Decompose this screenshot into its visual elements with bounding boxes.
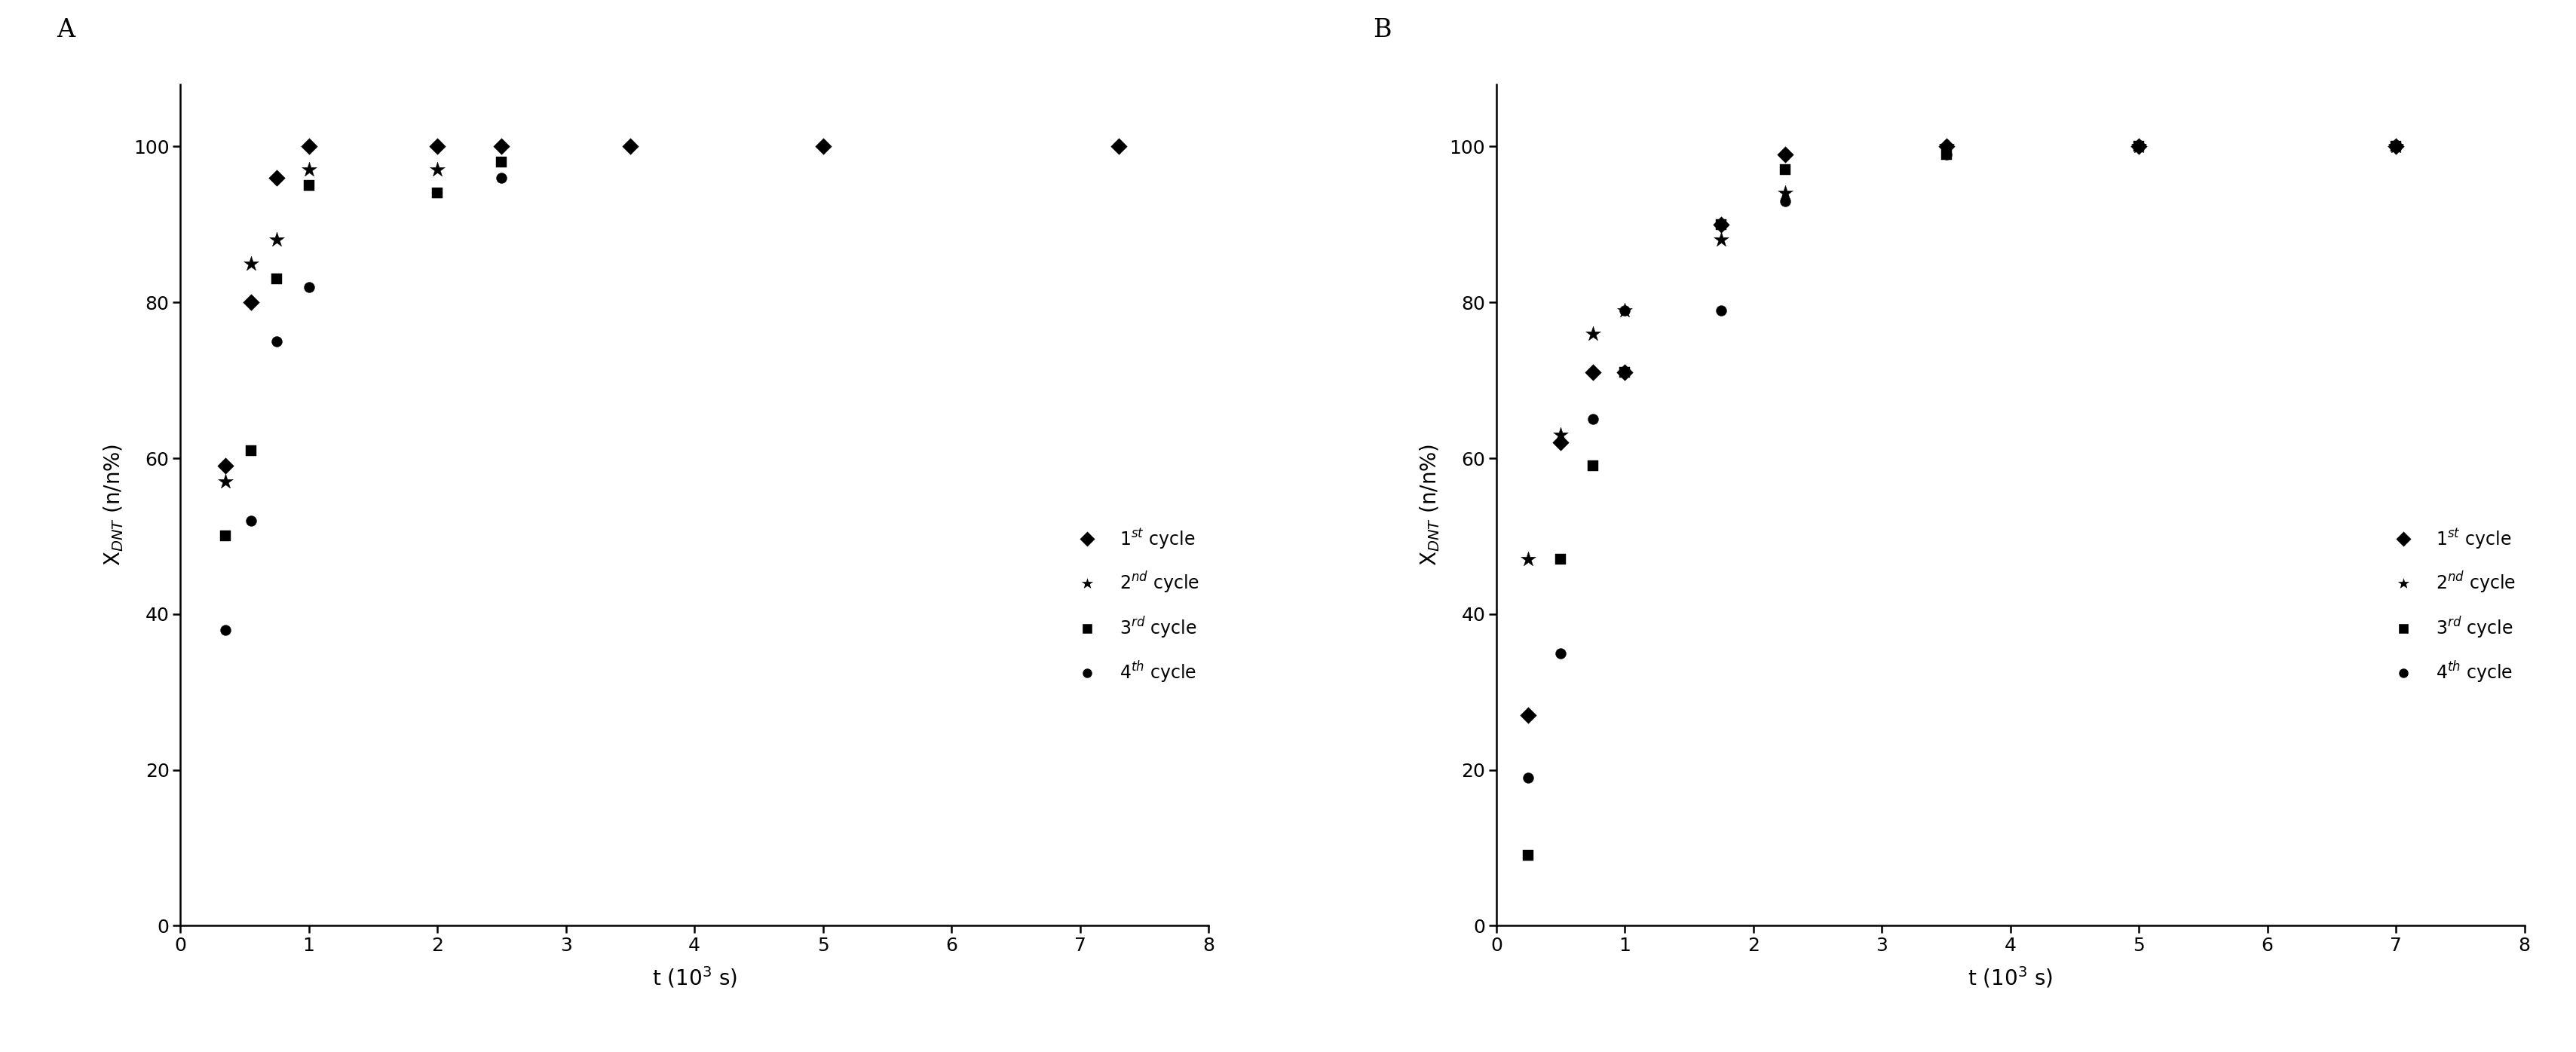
Legend: 1$^{st}$ cycle, 2$^{nd}$ cycle, 3$^{rd}$ cycle, 4$^{th}$ cycle: 1$^{st}$ cycle, 2$^{nd}$ cycle, 3$^{rd}$…: [1069, 527, 1200, 685]
Point: [255, 169, 296, 186]
Point: [1571, 364, 1613, 381]
Point: [2375, 138, 2416, 155]
Point: [2375, 138, 2416, 155]
Point: [1507, 707, 1548, 724]
Point: [289, 279, 330, 296]
Point: [1540, 645, 1582, 662]
Point: [204, 458, 245, 474]
Point: [229, 442, 270, 459]
Point: [482, 138, 523, 155]
Point: [1507, 551, 1548, 568]
Text: A: A: [57, 18, 75, 42]
Point: [1765, 185, 1806, 202]
Point: [801, 138, 842, 155]
Point: [1605, 302, 1646, 319]
Point: [1540, 551, 1582, 568]
Point: [1924, 146, 1965, 163]
Point: [1097, 138, 1139, 155]
Point: [1765, 161, 1806, 178]
Point: [255, 332, 296, 349]
Point: [482, 169, 523, 186]
Point: [229, 512, 270, 529]
Point: [801, 138, 842, 155]
Point: [204, 473, 245, 490]
Point: [1605, 364, 1646, 381]
Point: [255, 231, 296, 248]
Point: [2375, 138, 2416, 155]
Point: [229, 255, 270, 271]
Point: [1507, 847, 1548, 864]
Point: [204, 622, 245, 639]
Point: [2117, 138, 2159, 155]
Point: [1700, 216, 1741, 232]
Point: [417, 185, 459, 202]
Point: [417, 161, 459, 178]
Y-axis label: X$_{DNT}$ (n/n%): X$_{DNT}$ (n/n%): [1417, 444, 1440, 566]
Point: [289, 161, 330, 178]
Point: [2117, 138, 2159, 155]
Point: [2375, 138, 2416, 155]
Point: [1605, 364, 1646, 381]
Y-axis label: X$_{DNT}$ (n/n%): X$_{DNT}$ (n/n%): [103, 444, 126, 566]
Point: [611, 138, 652, 155]
Text: B: B: [1373, 18, 1391, 42]
Point: [482, 154, 523, 170]
Point: [229, 294, 270, 310]
Point: [2117, 138, 2159, 155]
Point: [417, 138, 459, 155]
X-axis label: t (10$^3$ s): t (10$^3$ s): [652, 966, 737, 990]
Point: [1700, 302, 1741, 319]
Point: [1571, 411, 1613, 428]
Point: [1700, 216, 1741, 232]
Point: [289, 138, 330, 155]
Point: [1571, 458, 1613, 474]
Point: [2117, 138, 2159, 155]
Point: [1605, 302, 1646, 319]
Point: [1507, 769, 1548, 786]
Point: [204, 528, 245, 545]
Point: [255, 270, 296, 287]
Point: [1765, 146, 1806, 163]
Point: [1924, 138, 1965, 155]
Point: [1571, 325, 1613, 342]
Point: [1540, 434, 1582, 451]
Point: [1097, 138, 1139, 155]
Point: [1700, 231, 1741, 248]
X-axis label: t (10$^3$ s): t (10$^3$ s): [1968, 966, 2053, 990]
Point: [1924, 138, 1965, 155]
Point: [1924, 146, 1965, 163]
Point: [1540, 426, 1582, 443]
Point: [289, 177, 330, 194]
Legend: 1$^{st}$ cycle, 2$^{nd}$ cycle, 3$^{rd}$ cycle, 4$^{th}$ cycle: 1$^{st}$ cycle, 2$^{nd}$ cycle, 3$^{rd}$…: [2385, 527, 2517, 685]
Point: [1765, 193, 1806, 209]
